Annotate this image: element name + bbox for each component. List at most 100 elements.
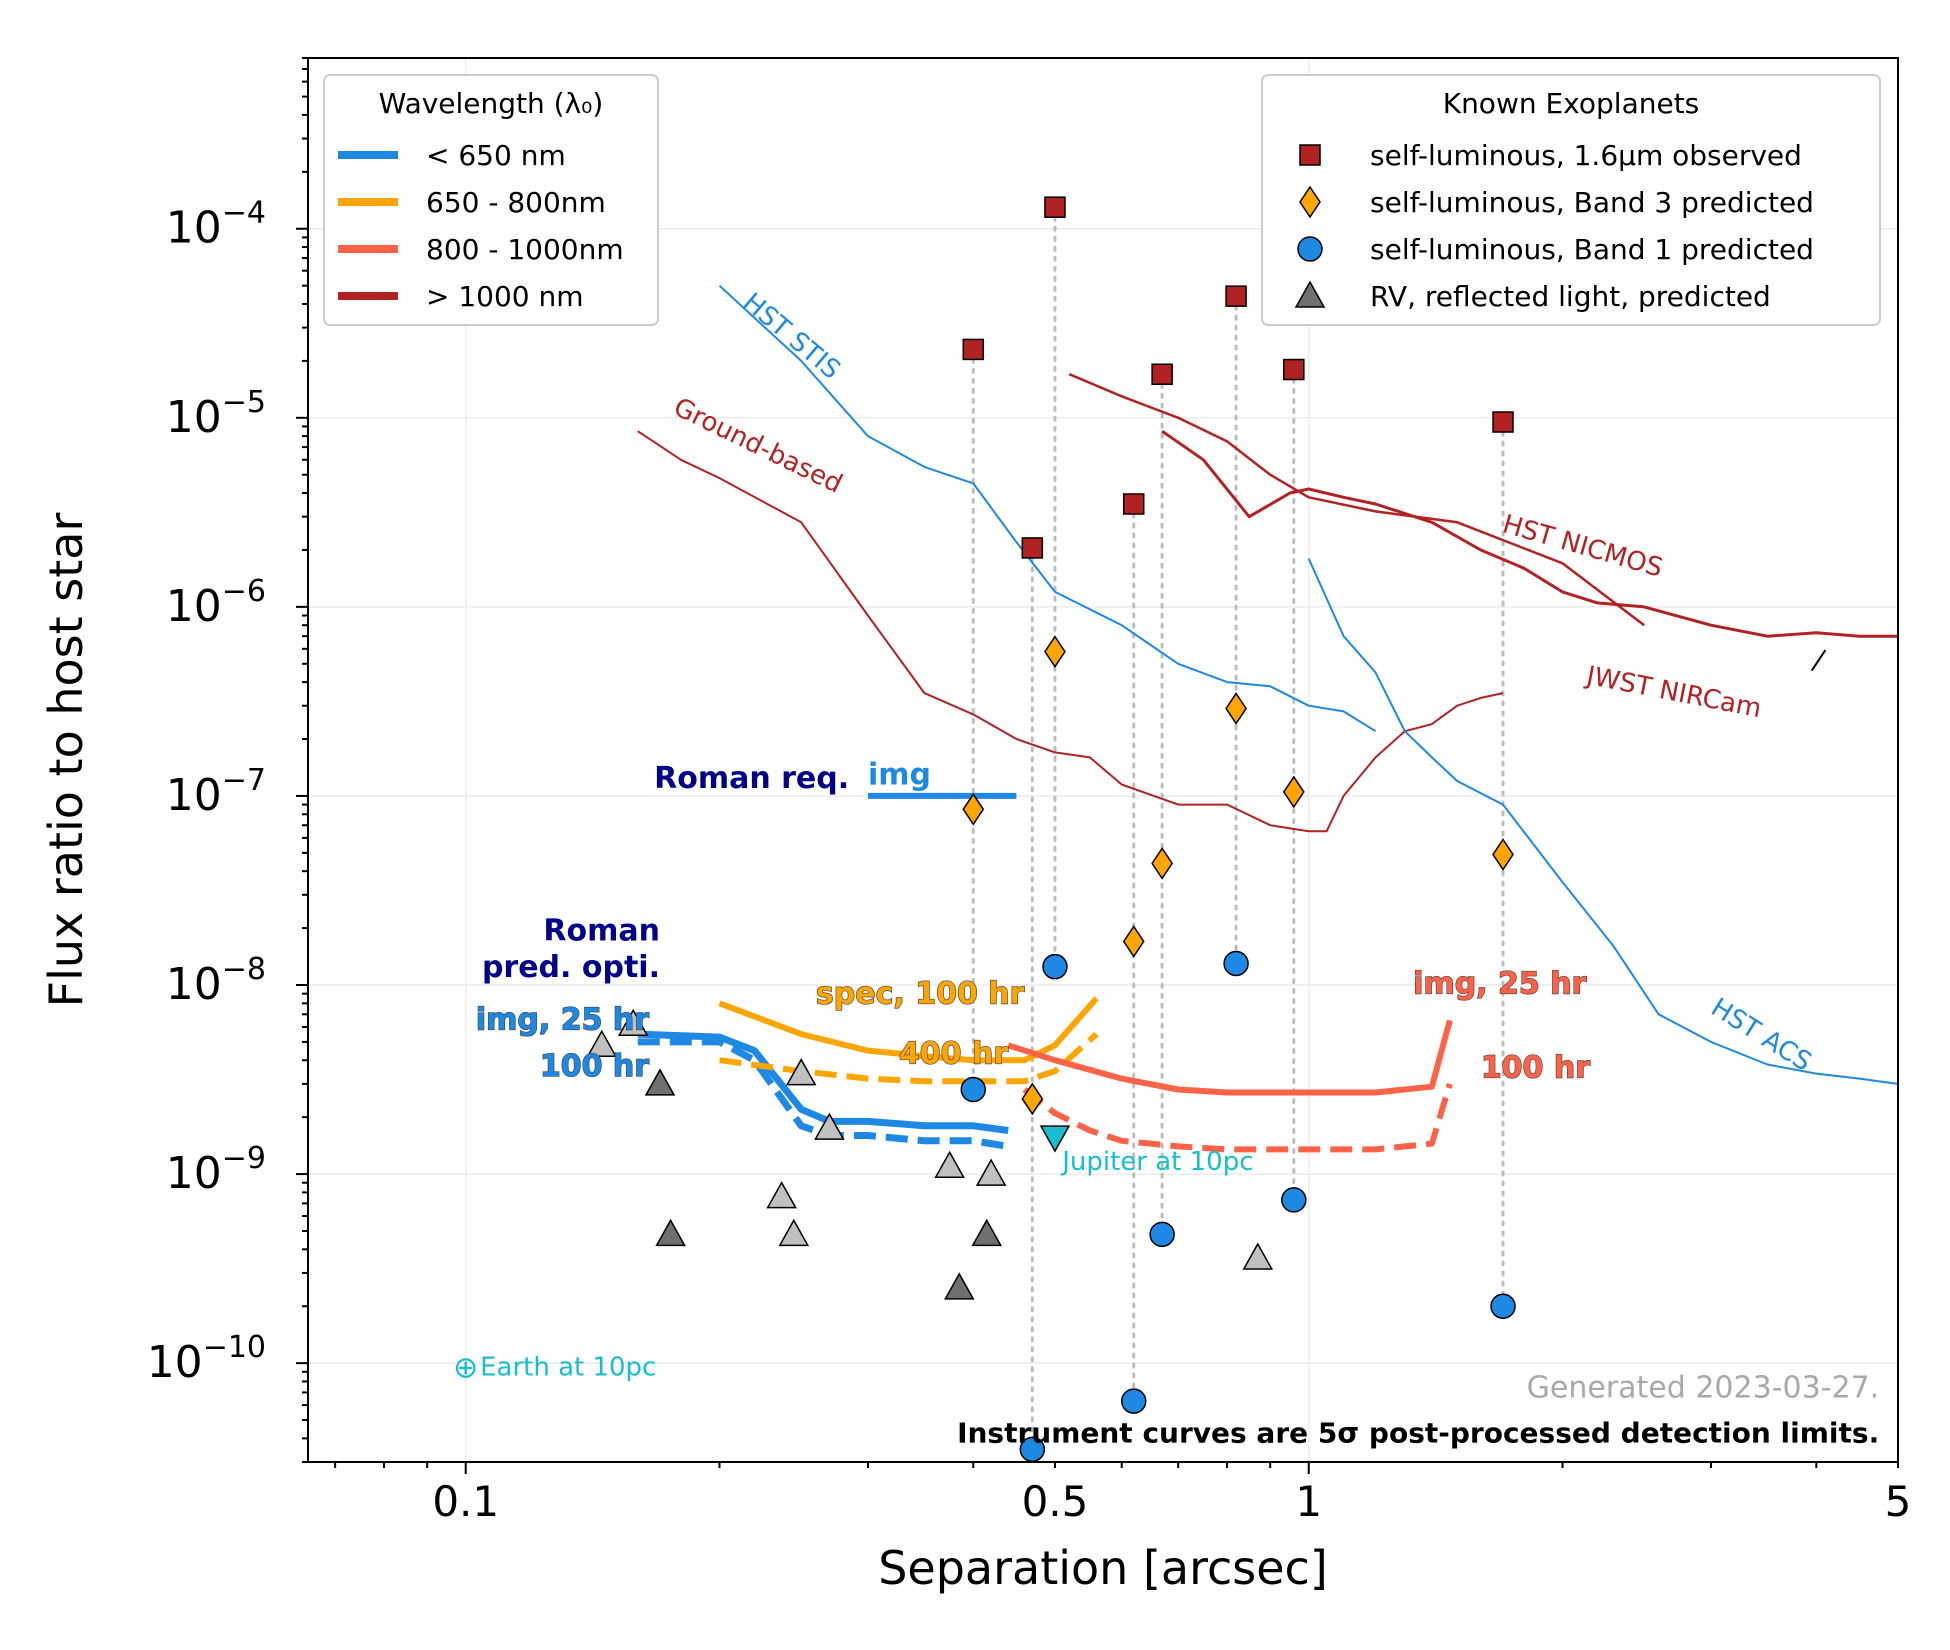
x-axis-label: Separation [arcsec] [878,1541,1328,1595]
legend-triangle-icon [1294,280,1326,308]
planet-circle-band1 [1149,1221,1175,1248]
annotation: img [868,757,931,792]
planet-square-1p6um [1021,537,1044,559]
legend-square-icon [1299,144,1321,166]
series-spec-100-hr [718,996,1099,1064]
y-tick-label: 10−10 [147,1330,266,1388]
rv-planet-triangle [971,1218,1003,1247]
planet-circle-band1 [1223,950,1249,977]
planet-circle-band1 [1281,1187,1307,1213]
planet-diamond-band3 [1044,635,1066,668]
series-hst-acs [1307,558,1899,1085]
legend-circle-icon [1297,236,1323,262]
x-tick-label: 0.5 [1022,1477,1089,1526]
planet-markers [586,196,1516,1463]
wavelength-legend: Wavelength (λ₀) < 650 nm 650 - 800nm 800 -… [323,74,659,326]
annotation: img, 25 hr [476,1003,649,1038]
series-lines [637,284,1899,1153]
legend-label: 800 - 1000nm [426,233,624,266]
line-label: Ground-based [669,392,847,499]
axis-ticks: 0.1 0.5 1 5 10−10 10−9 10−8 10−7 10−6 10−5 10−4 [147,57,1912,1526]
planet-circle-band1 [960,1076,987,1103]
legend-label: < 650 nm [426,139,566,172]
rv-planet-triangle [644,1068,676,1096]
planet-diamond-band3 [1122,925,1145,958]
annotation: spec, 100 hr [816,976,1025,1011]
planet-square-1p6um [1283,358,1305,381]
y-tick-label: 10−6 [166,574,266,632]
rv-planet-triangle [778,1218,810,1247]
planet-square-1p6um [1151,363,1173,385]
line-label: HST STIS [737,287,846,385]
annotation: img, 25 hr [1413,967,1586,1002]
jupiter-marker [1039,1125,1071,1153]
planet-circle-band1 [1042,953,1068,980]
x-tick-label: 0.1 [432,1477,499,1526]
annotation: 100 hr [1481,1050,1590,1085]
y-tick-label: 10−8 [166,952,266,1010]
series-jwst-nircam [1161,429,1898,638]
legend-label: self-luminous, Band 1 predicted [1370,233,1814,266]
series-100-hr [1022,1083,1453,1153]
series-hst-stis [718,284,1377,733]
y-tick-label: 10−9 [166,1141,266,1199]
x-tick-label: 1 [1295,1477,1322,1526]
planet-diamond-band3 [1151,847,1174,880]
planet-square-1p6um [962,338,985,361]
rv-planet-triangle [617,1008,649,1037]
legend-label: 650 - 800nm [426,186,606,219]
planet-diamond-band3 [962,792,985,826]
rv-planet-triangle [785,1058,817,1086]
rv-planet-triangle [766,1181,797,1209]
legend-label: self-luminous, 1.6μm observed [1370,139,1802,172]
annotation: 400 hr [899,1036,1008,1071]
plot-frame [307,57,1899,1463]
line-label: HST NICMOS [1499,509,1666,583]
planet-square-1p6um [1044,196,1066,218]
y-tick-label: 10−5 [166,385,266,443]
planet-square-1p6um [1492,411,1514,433]
planet-square-1p6um [1225,285,1247,307]
legend-label: self-luminous, Band 3 predicted [1370,186,1814,219]
line-label: JWST NIRCam [1582,661,1764,725]
y-tick-label: 10−4 [166,196,266,254]
annotation: 100 hr [540,1049,649,1084]
annotation: pred. opti. [482,950,660,985]
legend-label: RV, reflected light, predicted [1370,280,1771,313]
exoplanet-legend-title: Known Exoplanets [1443,87,1700,120]
nircam-pointer [1810,649,1827,672]
legend-label: > 1000 nm [426,280,584,313]
annotation: ⊕ [453,1350,478,1385]
annotation: Generated 2023-03-27. [1527,1370,1880,1405]
rv-planet-triangle [975,1158,1007,1186]
planet-diamond-band3 [1492,838,1514,871]
annotation: Roman req. [654,761,849,796]
planet-droplines [971,205,1505,1451]
rv-planet-triangle [586,1029,618,1058]
annotation: Jupiter at 10pc [1060,1147,1253,1177]
y-tick-label: 10−7 [166,763,266,821]
series-400-hr [719,1031,1099,1085]
annotation: Roman [543,913,660,948]
line-label: HST ACS [1706,993,1817,1078]
series-hst-nicmos [1068,373,1645,627]
rv-planet-triangle [655,1218,686,1247]
wavelength-legend-title: Wavelength (λ₀) [379,87,604,120]
annotation: Instrument curves are 5σ post-processed … [957,1417,1879,1450]
planet-diamond-band3 [1282,775,1305,809]
planet-circle-band1 [1490,1293,1516,1319]
exoplanet-legend: Known Exoplanets self-luminous, 1.6μm ob… [1261,74,1881,326]
rv-planet-triangle [814,1112,845,1140]
legend-diamond-icon [1299,185,1321,219]
series-ground-based [637,430,1504,833]
x-tick-label: 5 [1885,1477,1912,1526]
rv-planet-triangle [1242,1242,1274,1270]
series-img-25-hr [1007,1019,1453,1096]
planet-square-1p6um [1122,493,1145,515]
planet-circle-band1 [1120,1388,1147,1414]
rv-planet-triangle [934,1150,965,1178]
y-axis-label: Flux ratio to host star [39,513,93,1008]
planet-diamond-band3 [1021,1082,1044,1116]
rv-planet-triangle [944,1272,975,1300]
